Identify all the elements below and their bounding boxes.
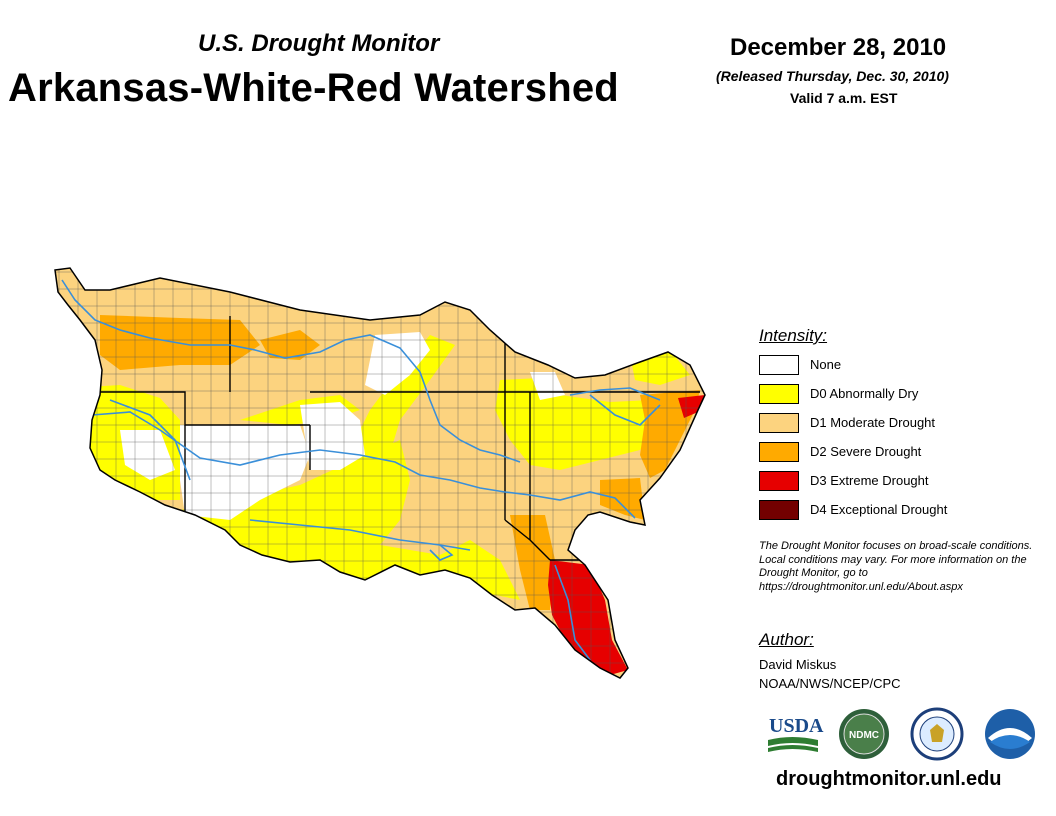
legend-label: D2 Severe Drought xyxy=(810,444,922,459)
legend-swatch xyxy=(759,442,799,462)
svg-text:NOAA: NOAA xyxy=(1001,724,1019,730)
legend-item: D0 Abnormally Dry xyxy=(759,384,1009,404)
author-heading: Author: xyxy=(759,630,814,649)
legend-item: None xyxy=(759,355,1009,375)
legend-label: D4 Exceptional Drought xyxy=(810,502,948,517)
disclaimer-note: The Drought Monitor focuses on broad-sca… xyxy=(759,540,1033,593)
website-link[interactable]: droughtmonitor.unl.edu xyxy=(776,768,1002,790)
d3-area-northeast xyxy=(678,395,705,418)
legend-label: D0 Abnormally Dry xyxy=(810,386,919,401)
none-area-east xyxy=(530,372,565,400)
agency-logos: USDA NDMC NOAA xyxy=(768,707,1035,761)
legend-swatch xyxy=(759,500,799,520)
watershed-map xyxy=(54,267,706,679)
d0-area-east xyxy=(495,378,660,470)
legend-swatch xyxy=(759,413,799,433)
legend-swatch xyxy=(759,355,799,375)
legend-label: D1 Moderate Drought xyxy=(810,415,936,430)
legend-title: Intensity: xyxy=(759,326,828,345)
svg-text:NDMC: NDMC xyxy=(849,730,879,741)
release-date: (Released Thursday, Dec. 30, 2010) xyxy=(716,68,949,84)
legend-item: D3 Extreme Drought xyxy=(759,471,1009,491)
author-name: David Miskus xyxy=(759,657,837,672)
legend-item: D2 Severe Drought xyxy=(759,442,1009,462)
legend-swatch xyxy=(759,471,799,491)
legend-item: D1 Moderate Drought xyxy=(759,413,1009,433)
legend-label: None xyxy=(810,357,842,372)
commerce-seal-logo xyxy=(910,707,964,761)
ndmc-logo: NDMC xyxy=(839,709,889,759)
rivers xyxy=(61,279,661,661)
map-subtitle: U.S. Drought Monitor xyxy=(198,30,440,57)
legend-swatch xyxy=(759,384,799,404)
author-org: NOAA/NWS/NCEP/CPC xyxy=(759,676,901,691)
legend-item: D4 Exceptional Drought xyxy=(759,500,1009,520)
usda-logo: USDA xyxy=(768,715,824,752)
none-area-west xyxy=(180,425,310,520)
map-title: Arkansas-White-Red Watershed xyxy=(8,66,619,110)
noaa-logo: NOAA xyxy=(985,709,1035,759)
none-area-pocket xyxy=(120,430,175,480)
d2-area-north xyxy=(260,330,320,360)
valid-time: Valid 7 a.m. EST xyxy=(790,90,898,106)
d2-area-south xyxy=(510,515,555,610)
d2-area-southeast xyxy=(600,478,645,520)
svg-text:USDA: USDA xyxy=(769,715,824,737)
state-boundaries xyxy=(55,310,700,561)
d0-area-central xyxy=(340,335,455,470)
map-date: December 28, 2010 xyxy=(730,34,947,61)
legend-label: D3 Extreme Drought xyxy=(810,473,929,488)
none-area-north xyxy=(365,332,430,395)
